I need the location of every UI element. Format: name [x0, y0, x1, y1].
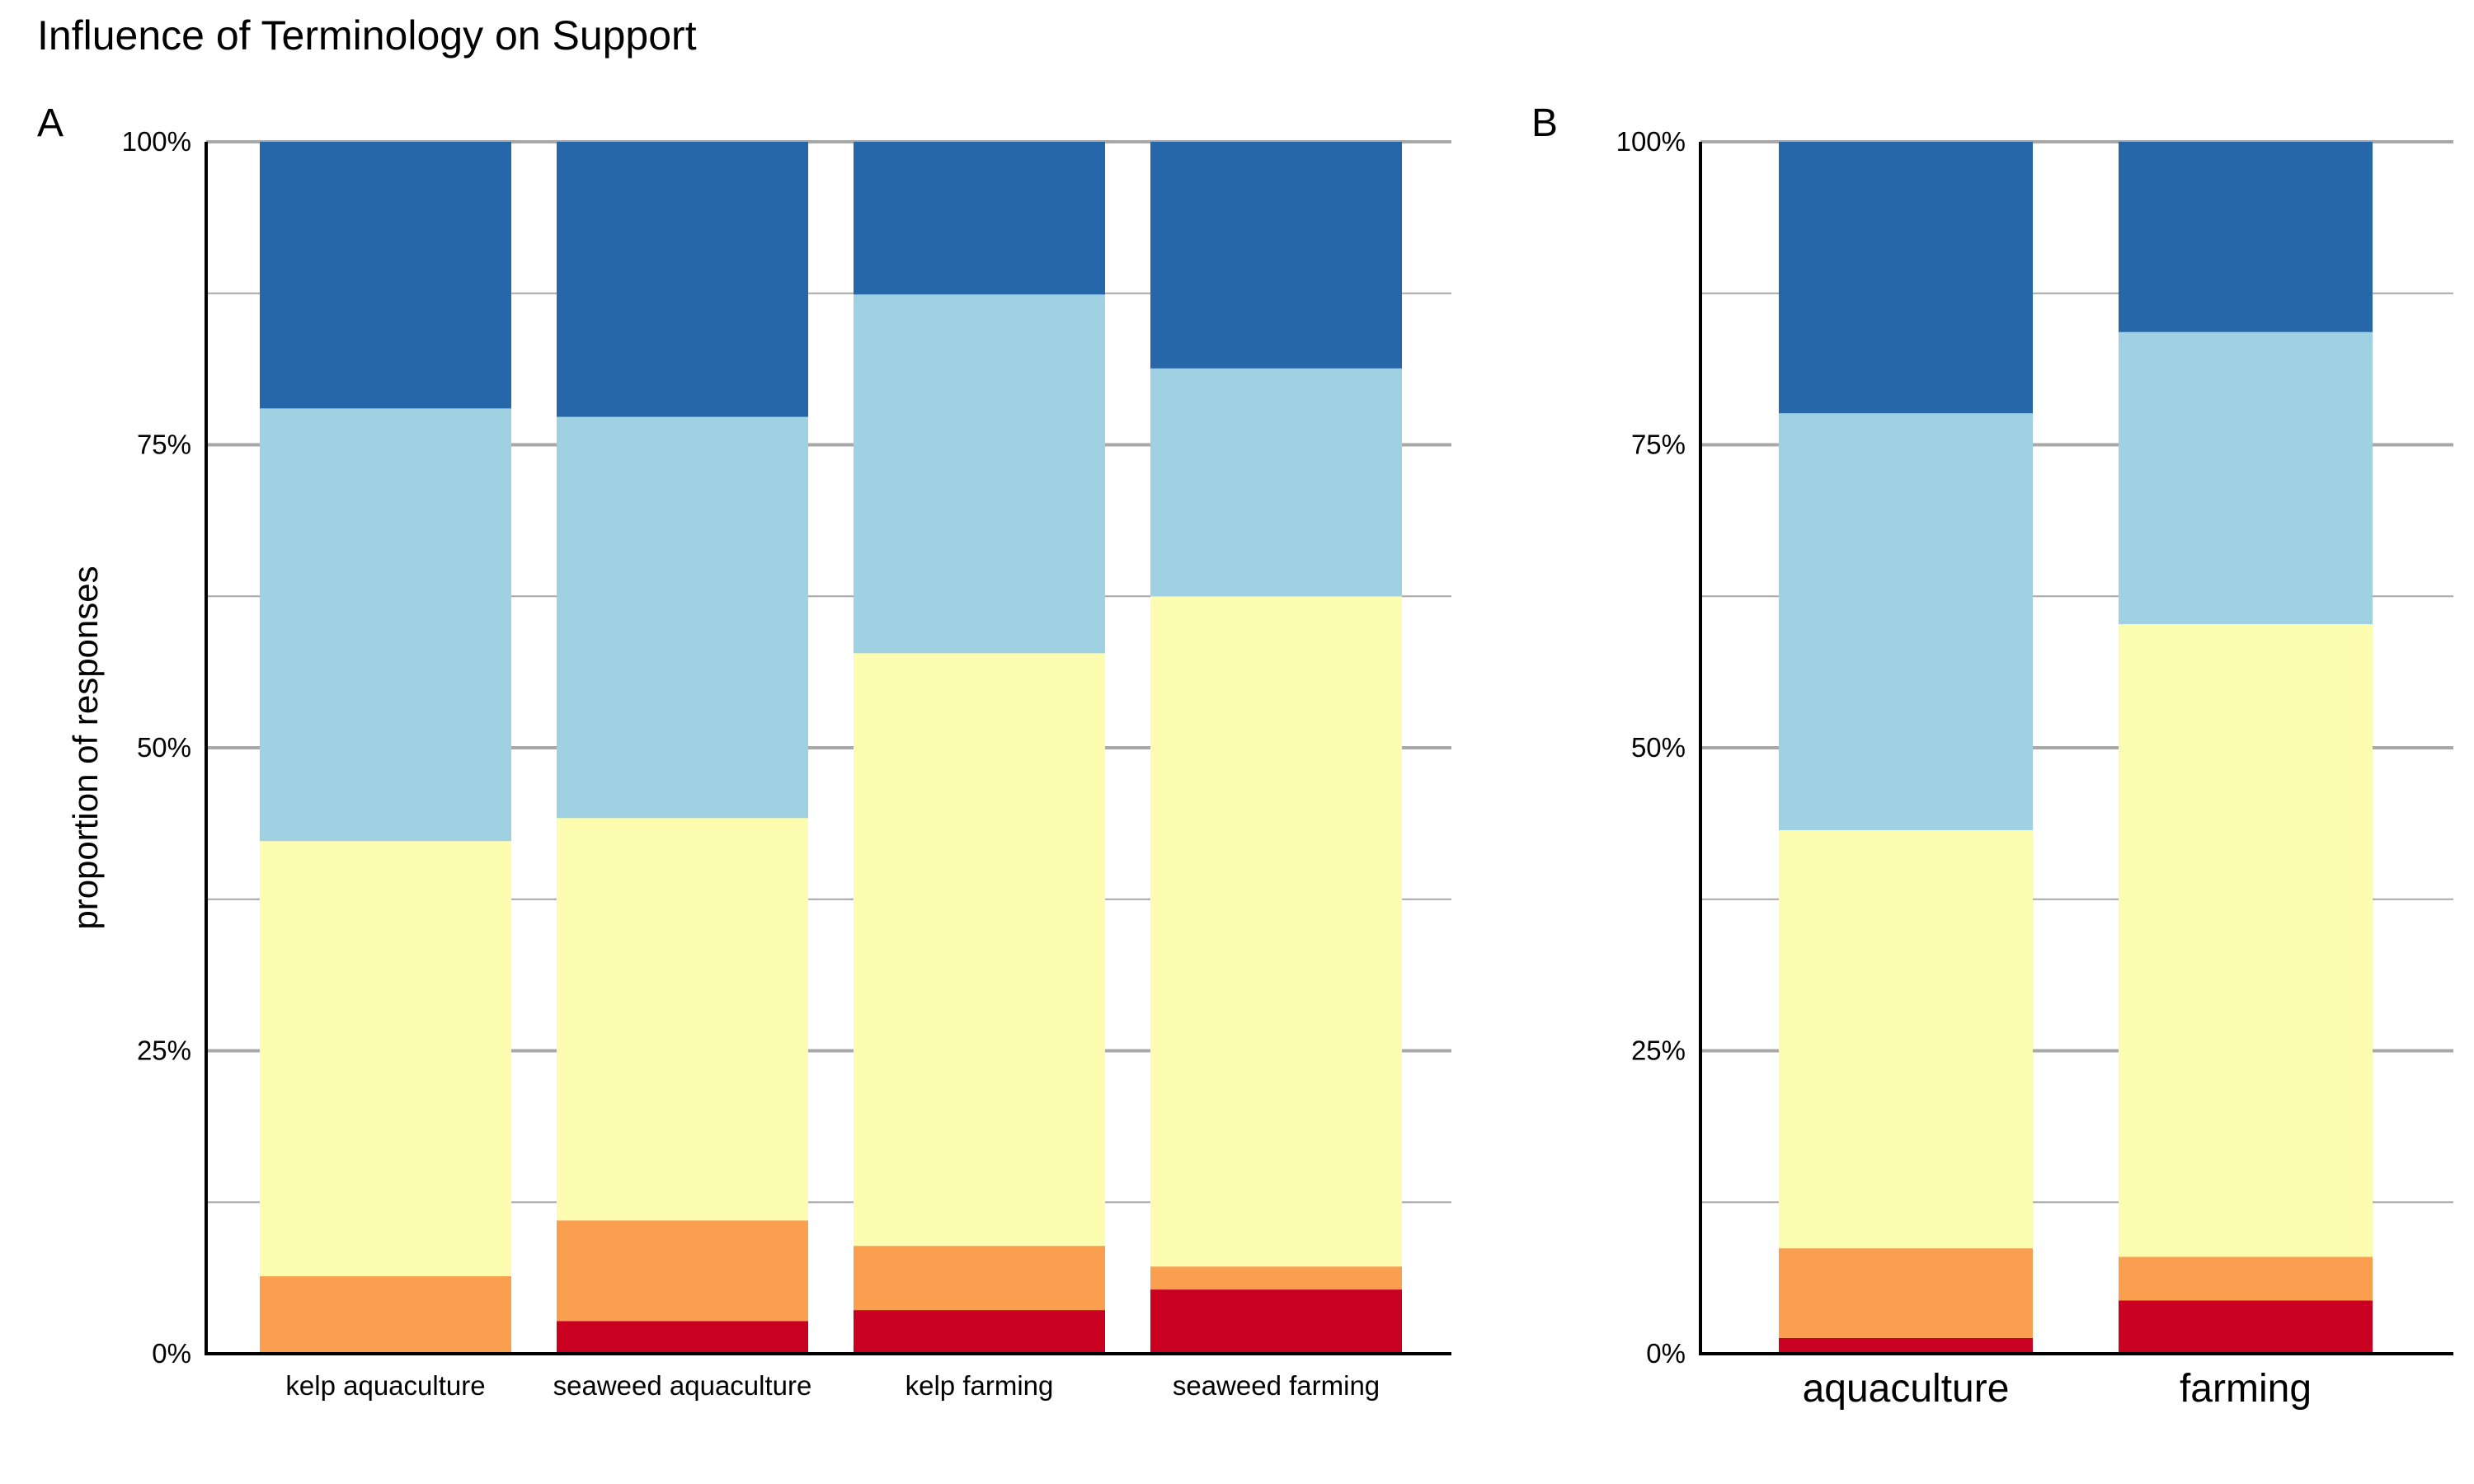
bar-segment-1 — [1779, 1337, 2033, 1354]
bar-segment-5 — [2119, 142, 2373, 332]
chart-title: Influence of Terminology on Support — [37, 12, 697, 59]
y-tick-label: 0% — [1646, 1338, 1686, 1369]
bar-segment-2 — [854, 1246, 1105, 1311]
bar-segment-3 — [1150, 596, 1402, 1267]
bar-segment-5 — [1779, 142, 2033, 414]
y-tick-label: 25% — [1631, 1036, 1686, 1066]
y-tick-label: 25% — [137, 1036, 191, 1066]
bar-segment-1 — [2119, 1300, 2373, 1354]
bar-segment-4 — [854, 294, 1105, 654]
x-tick-label: kelp farming — [905, 1370, 1054, 1401]
bar-segment-2 — [557, 1220, 808, 1322]
y-tick-label: 100% — [122, 126, 191, 157]
x-tick-label: kelp aquaculture — [285, 1370, 485, 1401]
x-tick-label: seaweed aquaculture — [553, 1370, 812, 1401]
bar-segment-1 — [1150, 1289, 1402, 1354]
bar-segment-4 — [557, 416, 808, 819]
y-tick-label: 0% — [152, 1338, 191, 1369]
panel-b-plot: 0% 25% 50% 75% 100% aquaculture farming — [1616, 126, 2453, 1411]
x-tick-label: aquaculture — [1803, 1367, 2010, 1411]
y-tick-label: 75% — [1631, 430, 1686, 460]
bar-segment-5 — [854, 142, 1105, 295]
bar-segment-2 — [1779, 1248, 2033, 1338]
bar-segment-4 — [260, 408, 511, 842]
bar-segment-4 — [1150, 368, 1402, 597]
panel-a-label: A — [37, 101, 63, 145]
bar-segment-2 — [2119, 1256, 2373, 1301]
y-axis-label: proportion of responses — [66, 566, 105, 929]
x-tick-label: seaweed farming — [1173, 1370, 1380, 1401]
bar-segment-4 — [2119, 331, 2373, 625]
bar-segment-1 — [854, 1310, 1105, 1354]
x-tick-label: farming — [2180, 1367, 2312, 1411]
bar-segment-3 — [2119, 624, 2373, 1257]
bar-segment-5 — [260, 142, 511, 409]
y-tick-label: 100% — [1616, 126, 1686, 157]
bar-segment-3 — [557, 818, 808, 1221]
bar-segment-3 — [1779, 829, 2033, 1249]
bar-segment-3 — [260, 841, 511, 1276]
bar-segment-5 — [1150, 142, 1402, 369]
bar-segment-1 — [557, 1321, 808, 1354]
bar-segment-2 — [1150, 1266, 1402, 1290]
y-tick-label: 50% — [1631, 732, 1686, 763]
bar-segment-2 — [260, 1275, 511, 1354]
panel-a-plot: 0% 25% 50% 75% 100% kelp aquaculture seaweed a… — [122, 126, 1451, 1401]
y-tick-label: 75% — [137, 430, 191, 460]
bar-segment-4 — [1779, 413, 2033, 830]
bar-segment-3 — [854, 653, 1105, 1247]
bar-segment-5 — [557, 142, 808, 417]
panel-b-label: B — [1531, 101, 1558, 145]
y-tick-label: 50% — [137, 732, 191, 763]
